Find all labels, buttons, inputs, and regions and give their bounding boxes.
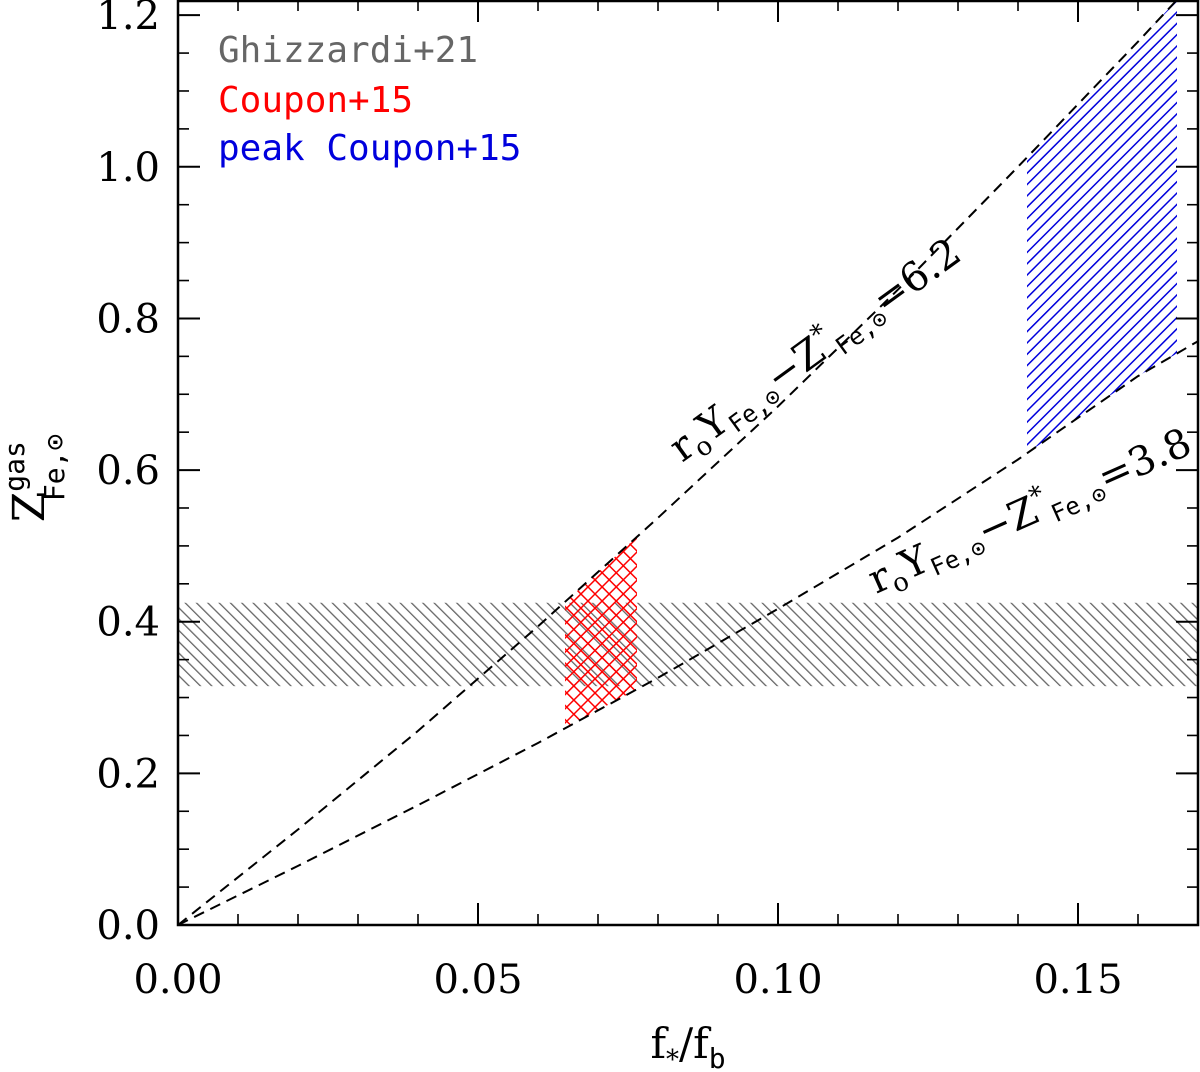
x-tick-label: 0.15	[1033, 957, 1122, 1003]
y-tick-label: 1.0	[96, 145, 160, 191]
x-tick-label: 0.00	[133, 957, 222, 1003]
peak-coupon-band	[1027, 0, 1177, 454]
legend-entry-peak-coupon: peak Coupon+15	[218, 128, 521, 169]
x-axis-title: f*/fb	[650, 1019, 725, 1072]
coupon-band-hatch-b	[565, 536, 637, 729]
curves	[178, 0, 1198, 925]
x-tick-label: 0.10	[733, 957, 822, 1003]
y-tick-label: 1.2	[96, 0, 160, 39]
y-tick-label: 0.4	[96, 600, 160, 646]
legend-entry-coupon: Coupon+15	[218, 80, 413, 121]
y-tick-label: 0.6	[96, 448, 160, 494]
curve-lower	[178, 340, 1198, 925]
y-tick-label: 0.8	[96, 296, 160, 342]
legend: Ghizzardi+21 Coupon+15 peak Coupon+15	[218, 30, 521, 169]
plot-frame	[176, 0, 1200, 927]
curve-label-lower: roYFe,⊙−Z*Fe,⊙=3.8	[860, 417, 1200, 608]
curve-label-upper: roYFe,⊙−Z*Fe,⊙=6.2	[659, 227, 972, 475]
y-tick-label: 0.2	[96, 751, 160, 797]
bands	[178, 0, 1198, 729]
x-tick-label: 0.05	[433, 957, 522, 1003]
legend-entry-ghizzardi: Ghizzardi+21	[218, 30, 478, 71]
y-tick-label: 0.0	[96, 903, 160, 949]
curve-upper	[178, 0, 1179, 925]
ghizzardi-band	[178, 602, 1198, 687]
axes: 0.00 0.05 0.10 0.15 0.0 0.2 0.4 0.6 0.8 1.0 1.2	[96, 0, 1200, 1003]
y-axis-title: Zgas Fe,⊙	[0, 434, 71, 523]
